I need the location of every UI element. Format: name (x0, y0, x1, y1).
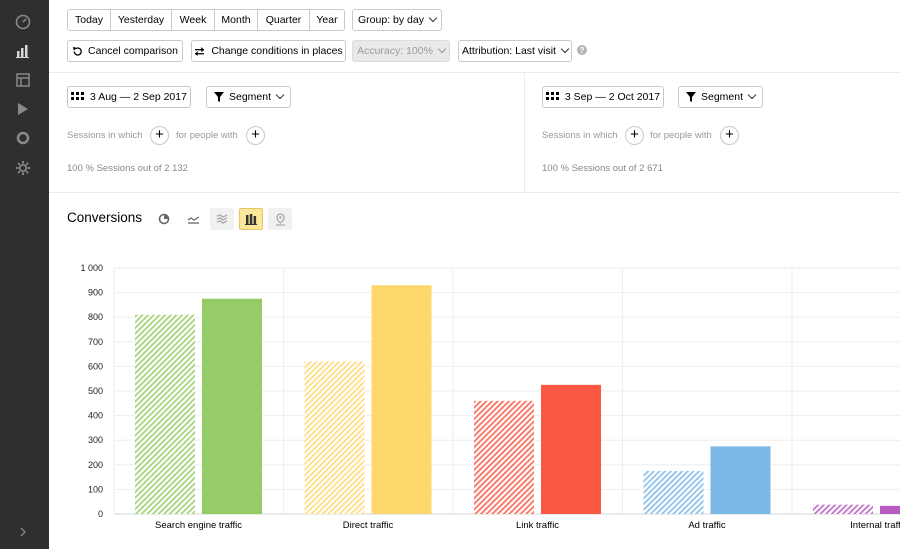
change-conditions-label: Change conditions in places (211, 45, 343, 57)
change-conditions-button[interactable]: Change conditions in places (191, 40, 346, 62)
undo-icon (72, 46, 82, 56)
y-tick-label: 100 (88, 484, 103, 494)
bar-search-engine-traffic-series-2[interactable] (202, 298, 262, 514)
right-add-people-condition-button[interactable]: + (720, 126, 739, 145)
right-for-people-with: for people with (650, 130, 712, 141)
divider (49, 72, 900, 73)
left-for-people-with: for people with (176, 130, 238, 141)
heatmap-icon[interactable] (13, 128, 33, 148)
period-today-button[interactable]: Today (68, 10, 111, 30)
expand-chevron-icon[interactable] (13, 522, 33, 542)
right-segment-label: Segment (700, 91, 744, 103)
period-quarter-button[interactable]: Quarter (258, 10, 310, 30)
swap-arrows-icon (195, 46, 205, 56)
calendar-grid-icon (545, 92, 559, 100)
y-tick-label: 600 (88, 361, 103, 371)
segment-divider (524, 73, 525, 192)
dashboard-icon[interactable] (13, 12, 33, 32)
bar-link-traffic-series-2[interactable] (541, 384, 601, 514)
bar-ad-traffic-series-2[interactable] (710, 446, 771, 514)
y-tick-label: 1 000 (80, 263, 103, 273)
y-tick-label: 500 (88, 386, 103, 396)
left-date-range-button[interactable]: 3 Aug — 2 Sep 2017 (67, 86, 191, 108)
left-add-session-condition-button[interactable]: + (150, 126, 169, 145)
right-sessions-summary: 100 % Sessions out of 2 671 (542, 163, 663, 174)
y-tick-label: 700 (88, 337, 103, 347)
period-selector: Today Yesterday Week Month Quarter Year (67, 9, 345, 31)
x-category-label: Link traffic (516, 520, 559, 531)
y-tick-label: 0 (98, 509, 103, 519)
right-date-range-label: 3 Sep — 2 Oct 2017 (564, 91, 661, 103)
accuracy-label: Accuracy: 100% (357, 45, 433, 57)
y-tick-label: 900 (88, 288, 103, 298)
settings-gear-icon[interactable] (13, 158, 33, 178)
cancel-comparison-label: Cancel comparison (88, 45, 178, 57)
chart-title: Conversions (67, 210, 143, 225)
left-date-range-label: 3 Aug — 2 Sep 2017 (90, 91, 187, 103)
bar-ad-traffic-series-1[interactable] (643, 470, 704, 514)
filter-icon (213, 92, 224, 102)
x-category-label: Ad traffic (688, 520, 726, 531)
period-week-button[interactable]: Week (172, 10, 215, 30)
left-segment-label: Segment (228, 91, 272, 103)
group-by-label: Group: by day (358, 14, 424, 26)
calendar-grid-icon (71, 92, 85, 100)
pie-chart-icon[interactable] (152, 208, 176, 230)
y-tick-label: 800 (88, 312, 103, 322)
attribution-dropdown[interactable]: Attribution: Last visit (458, 40, 572, 62)
right-sessions-in-which: Sessions in which (542, 130, 618, 141)
attribution-label: Attribution: Last visit (462, 45, 556, 57)
right-segment-dropdown[interactable]: Segment (678, 86, 763, 108)
left-sessions-summary: 100 % Sessions out of 2 132 (67, 163, 188, 174)
x-category-label: Search engine traffic (155, 520, 242, 531)
accuracy-dropdown[interactable]: Accuracy: 100% (352, 40, 450, 62)
bar-search-engine-traffic-series-1[interactable] (135, 314, 195, 514)
y-tick-label: 400 (88, 411, 103, 421)
period-yesterday-button[interactable]: Yesterday (111, 10, 172, 30)
left-add-people-condition-button[interactable]: + (246, 126, 265, 145)
line-chart-icon[interactable] (181, 208, 205, 230)
left-segment-dropdown[interactable]: Segment (206, 86, 291, 108)
left-sessions-in-which: Sessions in which (67, 130, 143, 141)
bar-internal-traffic-series-1[interactable] (813, 504, 873, 514)
period-month-button[interactable]: Month (215, 10, 258, 30)
divider (49, 192, 900, 193)
help-icon[interactable]: ? (577, 45, 587, 55)
filter-icon (685, 92, 696, 102)
period-year-button[interactable]: Year (310, 10, 344, 30)
play-icon[interactable] (13, 99, 33, 119)
main-panel: Today Yesterday Week Month Quarter Year … (49, 0, 900, 549)
map-icon[interactable] (268, 208, 292, 230)
cancel-comparison-button[interactable]: Cancel comparison (67, 40, 183, 62)
conversions-chart: 0 100 200 300 400 500 600 700 800 900 1 000 Search … (80, 263, 900, 531)
right-date-range-button[interactable]: 3 Sep — 2 Oct 2017 (542, 86, 664, 108)
x-category-label: Direct traffic (343, 520, 394, 531)
x-category-label: Internal traffi (850, 520, 900, 531)
bar-chart-icon[interactable] (239, 208, 263, 230)
bar-link-traffic-series-1[interactable] (474, 400, 534, 514)
group-by-dropdown[interactable]: Group: by day (352, 9, 442, 31)
reports-icon[interactable] (13, 41, 33, 61)
table-icon[interactable] (13, 70, 33, 90)
bar-direct-traffic-series-1[interactable] (304, 361, 365, 514)
right-add-session-condition-button[interactable]: + (625, 126, 644, 145)
sidebar (0, 0, 49, 549)
y-tick-label: 300 (88, 435, 103, 445)
y-tick-label: 200 (88, 460, 103, 470)
bar-direct-traffic-series-2[interactable] (371, 285, 432, 514)
bar-internal-traffic-series-2[interactable] (880, 505, 900, 514)
area-chart-icon[interactable] (210, 208, 234, 230)
